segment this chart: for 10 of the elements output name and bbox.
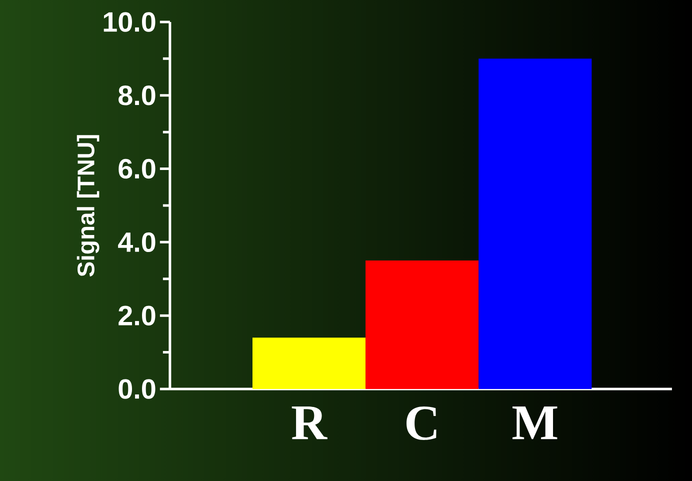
y-tick-label: 8.0 [118, 86, 156, 106]
y-tick-label: 2.0 [118, 306, 156, 326]
y-tick-label: 10.0 [104, 12, 156, 32]
y-tick-label: 0.0 [118, 379, 156, 399]
y-axis-title: Signal [TNU] [76, 135, 100, 277]
y-tick-label: 6.0 [118, 158, 156, 179]
x-tick-label: R [292, 406, 328, 440]
y-tick-label: 4.0 [118, 232, 156, 252]
x-tick-label: C [406, 406, 436, 440]
x-tick-label: M [512, 406, 558, 440]
